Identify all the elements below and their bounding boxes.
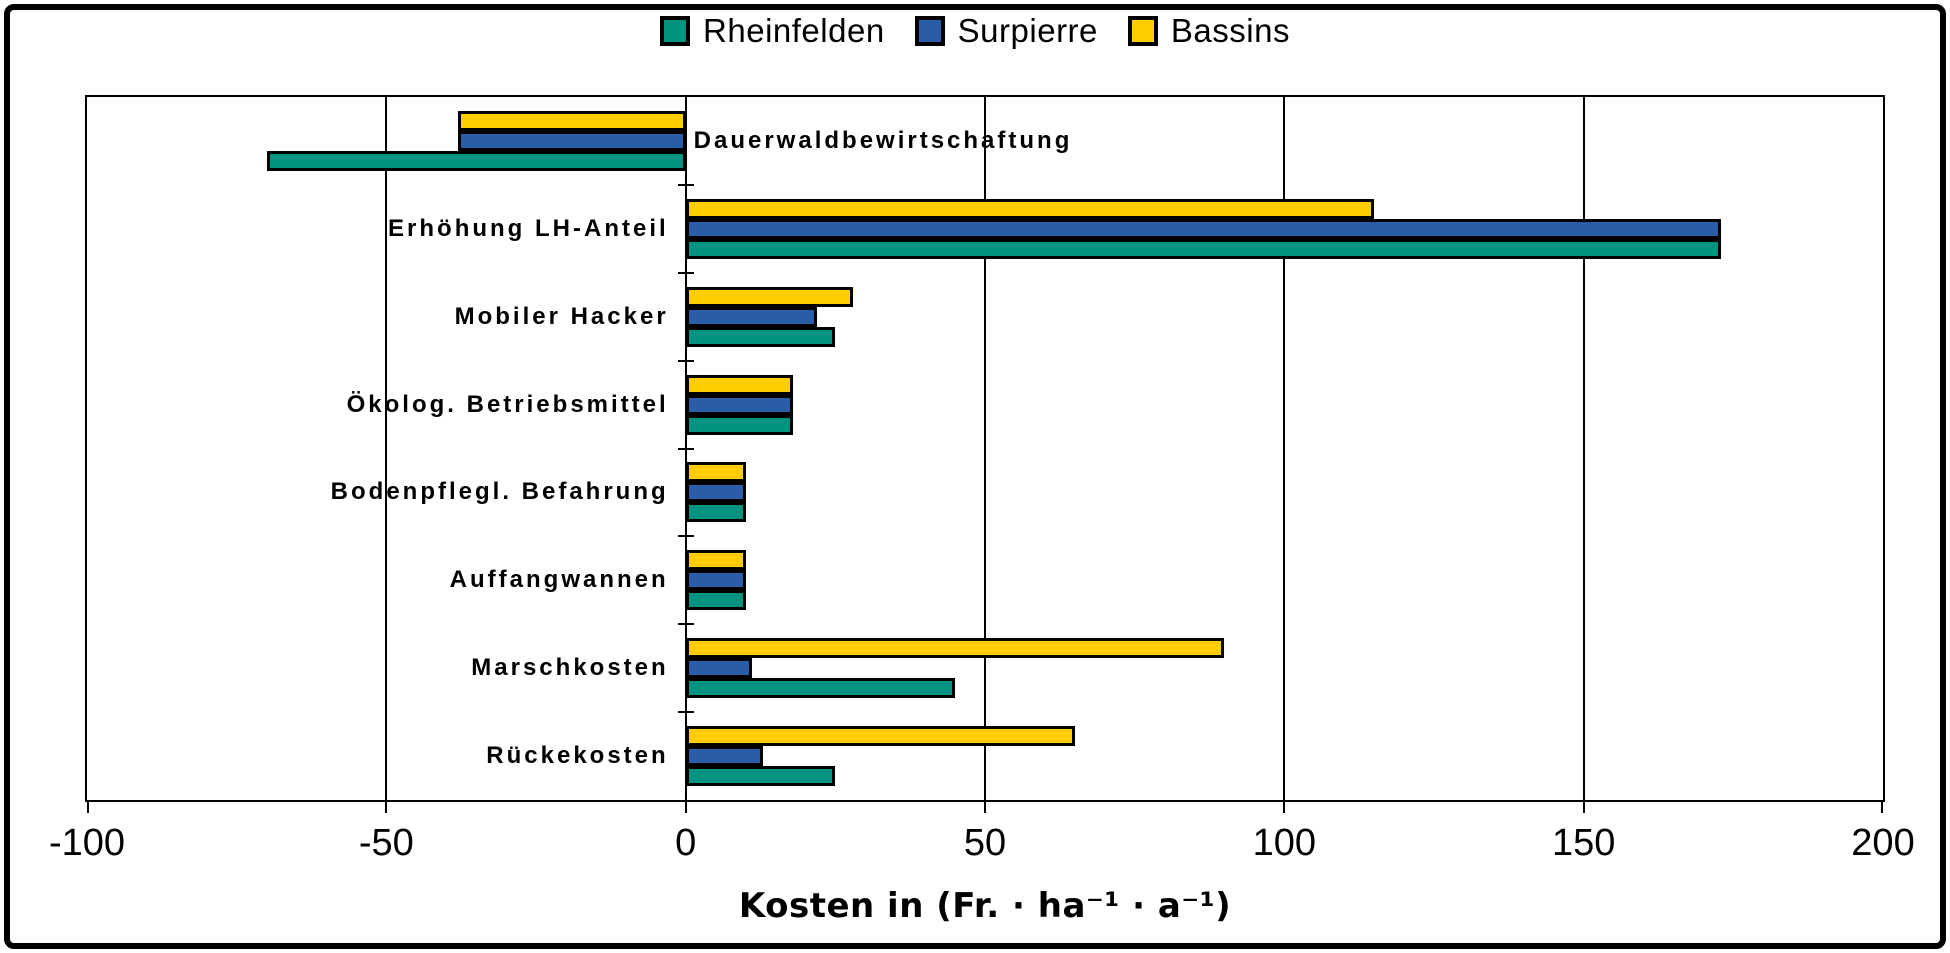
x-tick-label: 100 xyxy=(1252,822,1317,864)
bar-bassins xyxy=(458,110,686,131)
bar-surpierre xyxy=(685,218,1722,239)
legend-item: Surpierre xyxy=(914,12,1098,50)
bar-bassins xyxy=(685,462,746,483)
category-boundary-tick xyxy=(677,271,694,274)
bar-surpierre xyxy=(685,570,746,591)
legend-swatch xyxy=(660,16,691,46)
x-tick-label: 150 xyxy=(1551,822,1616,864)
bar-bassins xyxy=(685,726,1075,747)
axis-tick xyxy=(684,802,687,813)
category-label: Mobiler Hacker xyxy=(454,302,669,330)
category-label: Dauerwaldbewirtschaftung xyxy=(693,126,1073,154)
category-boundary-tick xyxy=(677,359,694,362)
bar-surpierre xyxy=(685,658,752,679)
gridline xyxy=(385,97,388,800)
category-label: Auffangwannen xyxy=(449,566,669,594)
x-axis-tick-labels: -100 -50 0 50 100 150 200 xyxy=(0,822,1950,872)
axis-tick xyxy=(87,802,89,813)
bar-surpierre xyxy=(685,482,746,503)
category-boundary-tick xyxy=(677,535,694,538)
axis-tick xyxy=(1881,802,1883,813)
bar-rheinfelden xyxy=(685,326,836,347)
category-label: Erhöhung LH-Anteil xyxy=(388,214,669,242)
plot-area: Dauerwaldbewirtschaftung Erhöhung LH-Ante… xyxy=(85,95,1885,813)
legend-item: Bassins xyxy=(1127,12,1290,50)
x-tick-label: 0 xyxy=(675,822,697,864)
bar-rheinfelden xyxy=(685,590,746,611)
bar-rheinfelden xyxy=(685,766,836,787)
bar-surpierre xyxy=(685,746,764,767)
category-boundary-tick xyxy=(677,711,694,714)
legend: Rheinfelden Surpierre Bassins xyxy=(0,8,1950,54)
category-label: Ökolog. Betriebsmittel xyxy=(346,390,669,418)
bar-bassins xyxy=(685,638,1225,659)
legend-swatch xyxy=(1127,16,1158,46)
legend-item-label: Bassins xyxy=(1170,12,1290,49)
legend-swatch xyxy=(914,16,945,46)
axis-tick xyxy=(385,802,388,813)
x-tick-label: -100 xyxy=(48,822,126,864)
bar-rheinfelden xyxy=(685,238,1722,259)
bar-surpierre xyxy=(685,306,818,327)
category-label: Rückekosten xyxy=(486,742,669,770)
bar-surpierre xyxy=(458,130,686,151)
bar-bassins xyxy=(685,286,854,307)
axis-tick xyxy=(1283,802,1286,813)
gridline xyxy=(1283,97,1286,800)
category-boundary-tick xyxy=(677,183,694,186)
x-tick-label: 200 xyxy=(1851,822,1915,864)
legend-item-label: Surpierre xyxy=(957,12,1098,49)
category-label: Marschkosten xyxy=(471,654,669,682)
bar-bassins xyxy=(685,374,794,395)
legend-item: Rheinfelden xyxy=(660,12,885,50)
bar-bassins xyxy=(685,198,1375,219)
axis-tick xyxy=(984,802,986,813)
bar-rheinfelden xyxy=(266,150,686,171)
x-tick-label: -50 xyxy=(358,822,414,864)
category-label: Bodenpflegl. Befahrung xyxy=(330,478,669,506)
category-boundary-tick xyxy=(677,623,694,626)
category-boundary-tick xyxy=(677,447,694,450)
x-axis-title: Kosten in (Fr. · ha⁻¹ · a⁻¹) xyxy=(738,886,1232,926)
gridline xyxy=(984,97,986,800)
x-tick-label: 50 xyxy=(963,822,1007,864)
bar-rheinfelden xyxy=(685,502,746,523)
gridline xyxy=(1582,97,1585,800)
bar-rheinfelden xyxy=(685,414,794,435)
legend-item-label: Rheinfelden xyxy=(703,12,885,49)
bar-surpierre xyxy=(685,394,794,415)
axis-tick xyxy=(1582,802,1585,813)
bar-bassins xyxy=(685,550,746,571)
bar-rheinfelden xyxy=(685,678,956,699)
